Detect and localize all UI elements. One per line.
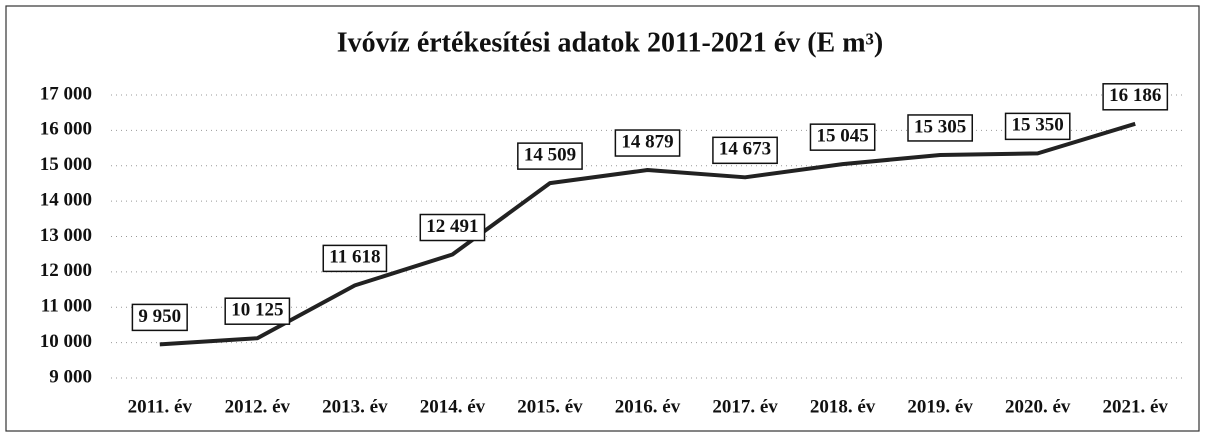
y-tick-label: 10 000 bbox=[40, 331, 92, 352]
y-tick-label: 9 000 bbox=[49, 366, 92, 387]
x-tick-label: 2013. év bbox=[322, 396, 388, 417]
value-label: 15 350 bbox=[1012, 115, 1064, 136]
x-tick-label: 2020. év bbox=[1005, 396, 1071, 417]
x-tick-label: 2018. év bbox=[810, 396, 876, 417]
x-tick-label: 2012. év bbox=[225, 396, 291, 417]
value-label-box bbox=[712, 136, 778, 165]
value-label-box bbox=[1102, 83, 1169, 111]
y-tick-label: 14 000 bbox=[40, 189, 92, 210]
value-label: 16 186 bbox=[1109, 85, 1161, 106]
x-tick-label: 2019. év bbox=[907, 396, 973, 417]
y-tick-label: 17 000 bbox=[40, 83, 92, 104]
x-tick-label: 2021. év bbox=[1103, 396, 1169, 417]
value-label: 15 305 bbox=[914, 116, 966, 137]
y-tick-label: 15 000 bbox=[40, 154, 92, 175]
chart-title: Ivóvíz értékesítési adatok 2011-2021 év … bbox=[337, 27, 884, 58]
value-label: 14 509 bbox=[524, 144, 576, 165]
value-label-box bbox=[224, 297, 291, 325]
x-tick-label: 2017. év bbox=[712, 396, 778, 417]
value-label: 14 673 bbox=[719, 139, 771, 160]
value-label-box bbox=[517, 142, 583, 170]
data-line bbox=[159, 121, 1136, 347]
y-tick-label: 13 000 bbox=[40, 225, 92, 246]
y-tick-label: 16 000 bbox=[40, 119, 92, 140]
value-label: 12 491 bbox=[426, 216, 478, 237]
value-label-box bbox=[131, 303, 188, 332]
x-tick-label: 2011. év bbox=[128, 396, 193, 417]
x-tick-label: 2014. év bbox=[420, 396, 486, 417]
value-label: 10 125 bbox=[231, 300, 283, 321]
value-label-box bbox=[614, 129, 681, 157]
value-label-box bbox=[809, 123, 876, 151]
value-label: 9 950 bbox=[138, 306, 181, 327]
value-label-box bbox=[419, 213, 486, 242]
value-label-box bbox=[1004, 112, 1071, 141]
y-tick-label: 11 000 bbox=[41, 296, 92, 317]
x-tick-label: 2016. év bbox=[615, 396, 681, 417]
value-label-box bbox=[907, 114, 974, 142]
y-tick-label: 12 000 bbox=[40, 260, 92, 281]
value-label-box bbox=[322, 244, 388, 273]
value-label: 14 879 bbox=[621, 131, 673, 152]
chart-border bbox=[5, 5, 1200, 432]
x-tick-label: 2015. év bbox=[517, 396, 583, 417]
value-label: 11 618 bbox=[329, 247, 380, 268]
value-label: 15 045 bbox=[816, 126, 868, 147]
